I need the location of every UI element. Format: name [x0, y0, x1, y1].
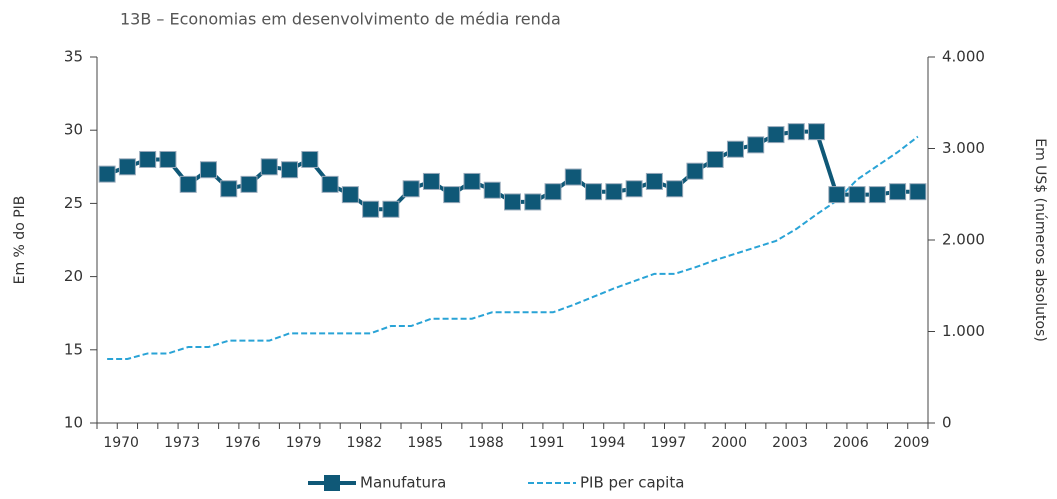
y-tick-label: 15	[64, 340, 83, 358]
marker	[747, 136, 765, 154]
marker	[787, 123, 805, 141]
x-tick-label: 1979	[286, 435, 322, 451]
x-tick-label: 1982	[347, 435, 383, 451]
marker	[199, 161, 217, 179]
marker	[686, 162, 704, 180]
marker	[422, 172, 440, 190]
marker	[585, 183, 603, 201]
marker	[868, 186, 886, 204]
marker	[889, 183, 907, 201]
x-tick-label: 1985	[407, 435, 443, 451]
x-tick-label: 2003	[772, 435, 808, 451]
marker	[666, 180, 684, 198]
marker	[281, 161, 299, 179]
y2-tick-label: 4.000	[942, 48, 985, 66]
x-tick-label: 1976	[225, 435, 261, 451]
y-tick-label: 35	[64, 48, 83, 66]
marker	[808, 123, 826, 141]
marker	[504, 193, 521, 211]
legend-label: Manufatura	[360, 474, 446, 492]
series-line	[107, 135, 919, 360]
y2-tick-label: 2.000	[942, 231, 985, 249]
marker	[118, 158, 136, 176]
marker	[605, 183, 623, 201]
marker	[483, 181, 501, 199]
x-tick-label: 2006	[833, 435, 869, 451]
marker	[240, 175, 258, 193]
x-tick-label: 1991	[529, 435, 565, 451]
marker	[179, 175, 197, 193]
y2-tick-label: 0	[942, 414, 952, 432]
marker	[139, 150, 157, 168]
x-tick-label: 2000	[711, 435, 747, 451]
y-tick-label: 30	[64, 121, 83, 139]
y2-tick-label: 1.000	[942, 322, 985, 340]
chart-title: 13B – Economias em desenvolvimento de mé…	[120, 10, 561, 29]
marker	[382, 200, 400, 218]
marker	[767, 126, 785, 144]
marker	[98, 165, 116, 183]
marker	[706, 150, 724, 168]
marker	[321, 175, 339, 193]
y2-tick-label: 3.000	[942, 139, 985, 157]
marker	[726, 140, 744, 158]
marker	[828, 186, 846, 204]
x-tick-label: 1973	[164, 435, 200, 451]
marker	[524, 193, 542, 211]
marker	[159, 150, 177, 168]
marker	[443, 186, 461, 204]
marker	[220, 180, 238, 198]
marker	[362, 200, 380, 218]
x-tick-label: 1988	[468, 435, 504, 451]
x-tick-label: 1970	[103, 435, 139, 451]
x-tick-label: 1997	[651, 435, 687, 451]
marker	[544, 183, 562, 201]
marker	[625, 180, 643, 198]
legend-marker	[324, 475, 340, 491]
marker	[341, 186, 359, 204]
marker	[402, 180, 420, 198]
x-tick-label: 2009	[894, 435, 930, 451]
y-tick-label: 10	[64, 414, 83, 432]
marker	[260, 158, 278, 176]
marker	[909, 183, 927, 201]
y-tick-label: 20	[64, 267, 83, 285]
marker	[848, 186, 866, 204]
marker	[645, 172, 663, 190]
marker	[564, 168, 582, 186]
marker	[301, 150, 319, 168]
y-axis-label: Em % do PIB	[12, 196, 28, 285]
y2-axis-label: Em US$ (números absolutos)	[1032, 138, 1048, 342]
marker	[463, 172, 481, 190]
y-tick-label: 25	[64, 194, 83, 212]
legend-label: PIB per capita	[580, 474, 684, 492]
x-tick-label: 1994	[590, 435, 626, 451]
